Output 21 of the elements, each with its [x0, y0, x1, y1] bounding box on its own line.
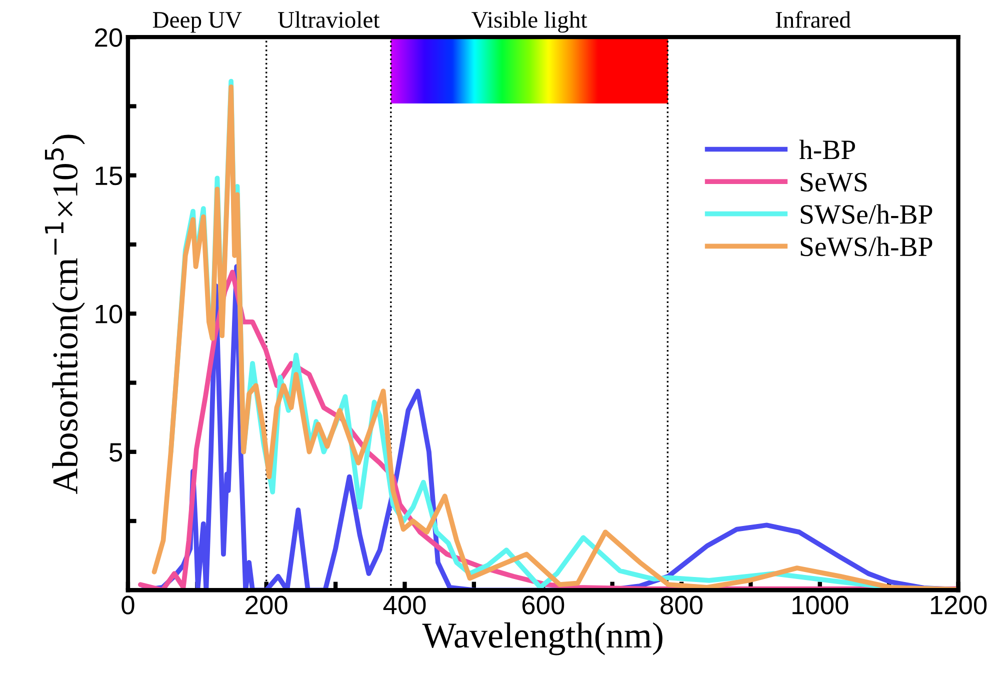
text: Ultraviolet — [278, 11, 380, 28]
x-axis-title: Wavelength(nm) — [422, 622, 662, 656]
y-axis-title: Abosorhtion(cm$^{−1}$×10$^{5}$) — [44, 134, 85, 494]
legend-label: SeWS — [800, 172, 867, 192]
y-tick-label: 5 — [109, 443, 122, 462]
y-tick-label: 10 — [96, 304, 122, 324]
legend-label: SeWS/h-BP — [800, 236, 932, 256]
x-tick-label: 800 — [660, 596, 702, 614]
x-tick-label: 600 — [522, 596, 564, 614]
text: Visible light — [472, 11, 588, 33]
x-tick-label: 1200 — [930, 596, 987, 614]
y-tick-label: 15 — [96, 166, 122, 186]
y-tick-label: 20 — [95, 28, 122, 47]
x-tick-label: 1000 — [792, 596, 848, 614]
text: Deep UV — [152, 12, 242, 33]
x-tick-label: 0 — [122, 596, 134, 614]
legend-label: SWSe/h-BP — [800, 204, 932, 224]
x-tick-label: 400 — [383, 596, 426, 614]
x-tick-label: 200 — [246, 596, 288, 614]
text: Infrared — [776, 11, 851, 28]
legend-label: h-BP — [799, 140, 855, 160]
